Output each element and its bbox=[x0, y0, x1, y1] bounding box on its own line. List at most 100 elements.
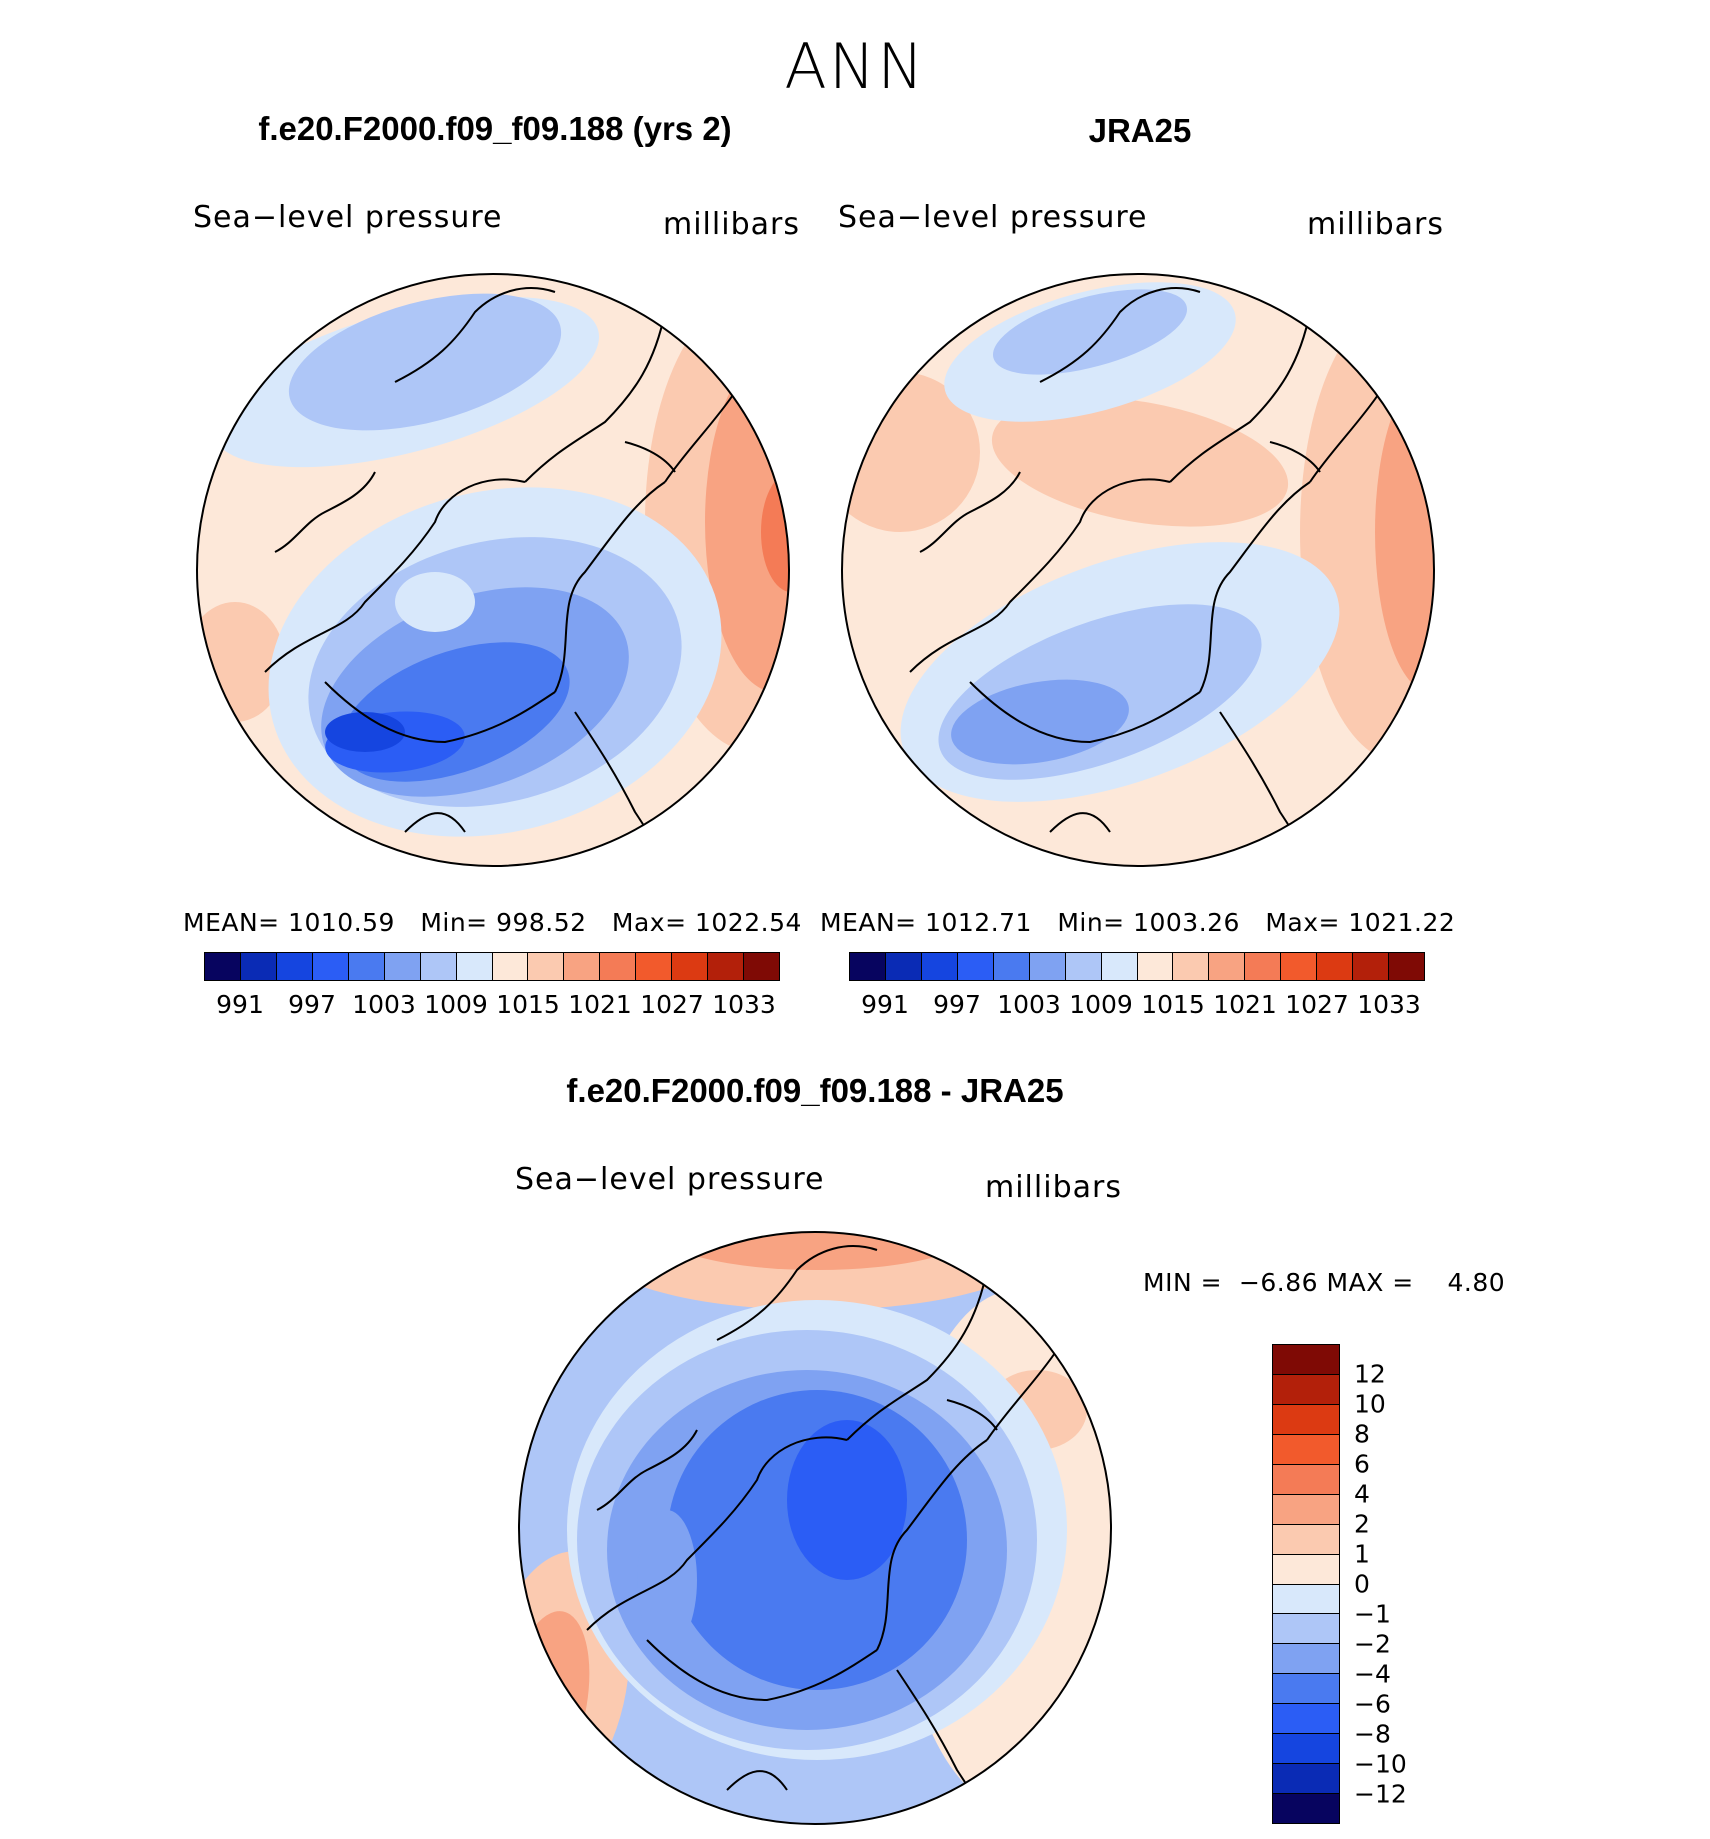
stats-model: MEAN= 1010.59 Min= 998.52 Max= 1022.54 bbox=[183, 908, 802, 937]
colorbar-swatch bbox=[850, 953, 886, 980]
colorbar-tick-label: 1027 bbox=[640, 990, 704, 1019]
colorbar-tick-label: 1033 bbox=[712, 990, 776, 1019]
colorbar-swatch bbox=[1245, 953, 1282, 980]
min-label: Min= bbox=[1057, 908, 1125, 937]
stats-diff: MIN = −6.86 MAX = 4.80 bbox=[1143, 1268, 1505, 1297]
colorbar-swatch bbox=[384, 953, 421, 980]
colorbar-tick-label: −4 bbox=[1354, 1659, 1391, 1689]
colorbar-swatch bbox=[205, 953, 241, 980]
min-label: MIN = bbox=[1143, 1268, 1223, 1297]
min-value: 1003.26 bbox=[1133, 908, 1240, 937]
colorbar-swatch bbox=[1273, 1493, 1339, 1524]
colorbar-swatch bbox=[1273, 1703, 1339, 1734]
colorbar-tick-label: −2 bbox=[1354, 1629, 1391, 1659]
colorbar-swatch bbox=[636, 953, 673, 980]
colorbar-swatch bbox=[1029, 953, 1066, 980]
max-label: Max= bbox=[611, 908, 687, 937]
colorbar-tick-label: 1027 bbox=[1285, 990, 1349, 1019]
colorbar-swatch bbox=[600, 953, 637, 980]
colorbar-ticks-model: 991 997 1003 1009 1015 1021 1027 1033 bbox=[204, 990, 780, 1020]
colorbar-tick-label: 0 bbox=[1354, 1569, 1370, 1599]
colorbar-tick-label: 991 bbox=[861, 990, 909, 1019]
variable-label-diff: Sea−level pressure bbox=[515, 1162, 825, 1197]
colorbar-swatch bbox=[1273, 1613, 1339, 1644]
colorbar-swatch bbox=[1273, 1733, 1339, 1764]
colorbar-swatch bbox=[240, 953, 277, 980]
colorbar-tick-label: 1 bbox=[1354, 1539, 1370, 1569]
colorbar-tick-label: 991 bbox=[216, 990, 264, 1019]
colorbar-tick-label: 10 bbox=[1354, 1389, 1386, 1419]
colorbar-swatch bbox=[1273, 1583, 1339, 1614]
colorbar-tick-label: 6 bbox=[1354, 1449, 1370, 1479]
colorbar-swatch bbox=[528, 953, 565, 980]
colorbar-swatch bbox=[1273, 1673, 1339, 1704]
colorbar-tick-label: 8 bbox=[1354, 1419, 1370, 1449]
colorbar-swatch bbox=[1273, 1553, 1339, 1584]
colorbar-tick-label: 1003 bbox=[352, 990, 416, 1019]
colorbar-swatch bbox=[1273, 1345, 1339, 1374]
colorbar-swatch bbox=[708, 953, 745, 980]
colorbar-swatch bbox=[885, 953, 922, 980]
map-diff bbox=[518, 1231, 1112, 1825]
max-value: 1022.54 bbox=[695, 908, 802, 937]
colorbar-swatch bbox=[1353, 953, 1390, 980]
colorbar-ticks-diff: 12 10 8 6 4 2 1 0 −1 −2 −4 −6 −8 −10 −12 bbox=[1354, 1344, 1434, 1824]
map-obs bbox=[841, 273, 1435, 867]
colorbar-tick-label: −6 bbox=[1354, 1689, 1391, 1719]
mean-label: MEAN= bbox=[183, 908, 280, 937]
colorbar-tick-label: 4 bbox=[1354, 1479, 1370, 1509]
max-label: MAX = bbox=[1326, 1268, 1414, 1297]
colorbar-swatch bbox=[921, 953, 958, 980]
colorbar-swatch bbox=[1209, 953, 1246, 980]
colorbar-swatch bbox=[993, 953, 1030, 980]
colorbar-tick-label: 997 bbox=[933, 990, 981, 1019]
panel-title-obs: JRA25 bbox=[1088, 112, 1192, 149]
colorbar-swatch bbox=[1101, 953, 1138, 980]
colorbar-diff bbox=[1272, 1344, 1340, 1824]
panel-title-model: f.e20.F2000.f09_f09.188 (yrs 2) bbox=[258, 110, 732, 147]
colorbar-swatch bbox=[957, 953, 994, 980]
min-value: −6.86 bbox=[1238, 1268, 1319, 1297]
colorbar-tick-label: −10 bbox=[1354, 1749, 1407, 1779]
colorbar-swatch bbox=[456, 953, 493, 980]
colorbar-tick-label: 2 bbox=[1354, 1509, 1370, 1539]
figure-title: ANN bbox=[784, 30, 926, 103]
colorbar-swatch bbox=[1173, 953, 1210, 980]
colorbar-tick-label: 1015 bbox=[496, 990, 560, 1019]
colorbar-swatch bbox=[1273, 1643, 1339, 1674]
map-model bbox=[196, 273, 790, 867]
colorbar-swatch bbox=[1389, 953, 1424, 980]
colorbar-tick-label: 12 bbox=[1354, 1359, 1386, 1389]
colorbar-swatch bbox=[1273, 1433, 1339, 1464]
colorbar-tick-label: −8 bbox=[1354, 1719, 1391, 1749]
colorbar-tick-label: −1 bbox=[1354, 1599, 1391, 1629]
colorbar-swatch bbox=[1273, 1793, 1339, 1823]
colorbar-swatch bbox=[1273, 1523, 1339, 1554]
min-label: Min= bbox=[420, 908, 488, 937]
min-value: 998.52 bbox=[496, 908, 587, 937]
colorbar-model bbox=[204, 952, 780, 981]
colorbar-swatch bbox=[672, 953, 709, 980]
units-label-obs: millibars bbox=[1307, 207, 1444, 242]
colorbar-tick-label: 1033 bbox=[1357, 990, 1421, 1019]
max-value: 4.80 bbox=[1447, 1268, 1506, 1297]
colorbar-tick-label: 1021 bbox=[1213, 990, 1277, 1019]
colorbar-tick-label: 1015 bbox=[1141, 990, 1205, 1019]
units-label-diff: millibars bbox=[985, 1170, 1122, 1205]
colorbar-swatch bbox=[744, 953, 779, 980]
colorbar-swatch bbox=[1273, 1373, 1339, 1404]
colorbar-swatch bbox=[492, 953, 529, 980]
colorbar-ticks-obs: 991 997 1003 1009 1015 1021 1027 1033 bbox=[849, 990, 1425, 1020]
colorbar-swatch bbox=[1273, 1463, 1339, 1494]
units-label-model: millibars bbox=[663, 207, 800, 242]
colorbar-swatch bbox=[564, 953, 601, 980]
colorbar-swatch bbox=[420, 953, 457, 980]
mean-value: 1012.71 bbox=[925, 908, 1032, 937]
colorbar-tick-label: 1009 bbox=[424, 990, 488, 1019]
colorbar-swatch bbox=[1273, 1763, 1339, 1794]
colorbar-swatch bbox=[1281, 953, 1318, 980]
colorbar-swatch bbox=[1065, 953, 1102, 980]
colorbar-obs bbox=[849, 952, 1425, 981]
colorbar-tick-label: 997 bbox=[288, 990, 336, 1019]
mean-label: MEAN= bbox=[820, 908, 917, 937]
